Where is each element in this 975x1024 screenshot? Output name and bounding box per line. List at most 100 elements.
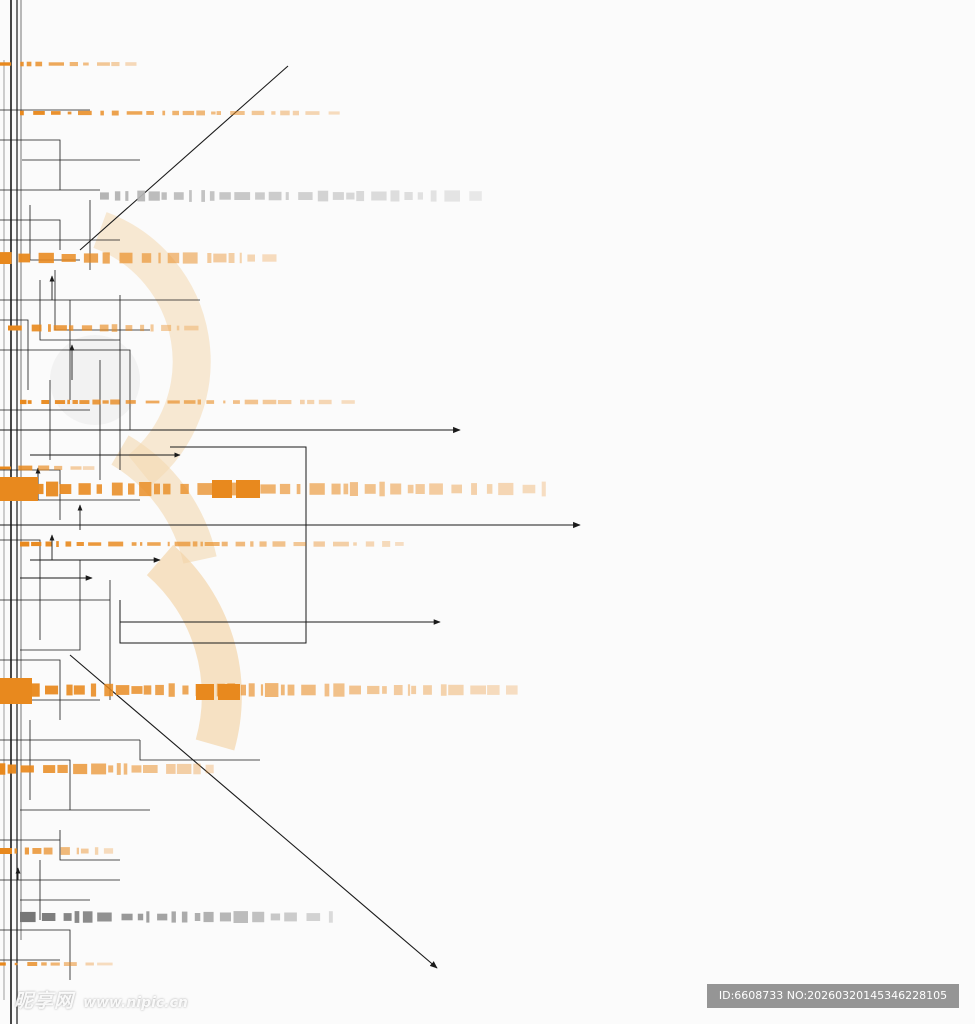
orange-code-bar <box>158 252 161 264</box>
orange-code-bar <box>125 400 136 404</box>
orange-code-bar <box>296 484 301 495</box>
orange-code-bar <box>38 465 50 471</box>
gray-code-bar <box>173 192 184 200</box>
orange-code-bar <box>69 325 74 331</box>
orange-code-bar <box>140 324 145 332</box>
orange-code-bar <box>365 541 375 547</box>
orange-code-bar <box>56 541 59 547</box>
orange-code-bar <box>167 541 170 547</box>
orange-code-bar <box>143 685 152 695</box>
orange-code-bar <box>119 252 133 264</box>
circuit-line <box>139 740 260 761</box>
circuit-lines <box>0 0 581 1024</box>
orange-code-bar <box>192 541 198 547</box>
orange-code-bar <box>228 253 235 263</box>
orange-code-bar <box>259 541 267 547</box>
orange-code-bar <box>167 400 180 404</box>
orange-code-bar <box>8 325 22 331</box>
gray-code-bar <box>157 913 168 921</box>
orange-code-bar <box>333 683 345 697</box>
gray-code-bar <box>201 190 205 202</box>
orange-code-strips <box>0 61 546 966</box>
gray-code-bar <box>203 911 214 923</box>
gray-code-bar <box>234 192 251 200</box>
orange-code-bar <box>27 400 32 404</box>
watermark-logo-text: 昵享网 <box>14 990 75 1012</box>
orange-code-bar <box>0 466 11 470</box>
circuit-line <box>20 560 81 651</box>
orange-code-bar <box>324 683 330 697</box>
orange-code-bar <box>343 483 349 495</box>
gray-code-bar <box>41 913 56 921</box>
orange-code-bar <box>69 62 78 67</box>
circuit-line <box>119 446 307 644</box>
gray-code-bar <box>252 911 265 923</box>
orange-code-bar <box>20 110 24 116</box>
orange-block <box>218 684 240 700</box>
orange-code-bar <box>487 685 500 695</box>
orange-code-bar <box>248 683 255 697</box>
orange-code-bar <box>111 482 123 496</box>
orange-code-bar <box>506 685 518 695</box>
orange-code-bar <box>155 684 164 696</box>
gray-code-bar <box>121 913 133 921</box>
gray-code-bar <box>137 190 146 202</box>
orange-code-bar <box>14 962 18 966</box>
orange-code-bar <box>260 484 276 494</box>
orange-code-bar <box>279 483 291 495</box>
orange-code-bar <box>541 481 546 497</box>
orange-code-bar <box>262 399 277 405</box>
orange-code-bar <box>205 764 214 774</box>
orange-code-bar <box>131 542 137 546</box>
orange-code-bar <box>128 483 135 495</box>
orange-code-bar <box>97 62 110 66</box>
gray-code-bar <box>189 190 192 202</box>
orange-code-bar <box>382 686 387 694</box>
orange-code-bar <box>193 763 201 775</box>
gray-code-bar <box>63 913 72 921</box>
orange-code-bar <box>150 324 154 332</box>
orange-code-bar <box>82 466 95 470</box>
orange-code-bar <box>111 324 118 332</box>
orange-code-bar <box>32 848 42 854</box>
gray-code-bar <box>444 190 460 202</box>
orange-code-bar <box>239 252 242 264</box>
orange-block <box>0 678 32 704</box>
orange-code-bar <box>76 542 84 546</box>
orange-code-bar <box>415 484 425 494</box>
gray-code-bar <box>430 190 437 202</box>
orange-code-bar <box>46 481 59 497</box>
orange-code-bar <box>27 962 38 966</box>
gray-code-strip <box>20 190 482 923</box>
orange-block <box>212 480 232 498</box>
orange-code-bar <box>97 962 113 966</box>
orange-code-bar <box>20 765 34 773</box>
orange-code-bar <box>43 847 53 855</box>
orange-code-bar <box>115 685 130 695</box>
orange-code-bar <box>116 763 121 775</box>
orange-code-bar <box>292 110 299 116</box>
orange-code-bar <box>73 763 88 775</box>
orange-block <box>0 477 38 501</box>
orange-code-bar <box>353 542 357 546</box>
orange-code-bar <box>233 400 240 404</box>
orange-code-bar <box>486 484 493 494</box>
orange-code-bar <box>45 685 59 695</box>
orange-code-bar <box>293 542 306 547</box>
arrow-line <box>69 654 438 969</box>
orange-code-bar <box>382 541 391 547</box>
orange-code-bar <box>108 541 124 547</box>
gray-code-bar <box>125 191 129 201</box>
gray-code-bar <box>332 192 344 200</box>
gray-code-bar <box>219 192 231 200</box>
orange-code-bar <box>111 62 120 67</box>
gray-code-bar <box>146 911 150 923</box>
orange-code-bar <box>147 542 161 546</box>
gray-code-bar <box>20 911 36 923</box>
orange-code-bar <box>333 541 349 547</box>
orange-code-bar <box>99 324 109 332</box>
orange-code-bar <box>41 400 50 404</box>
orange-code-bar <box>65 541 72 547</box>
orange-code-bar <box>20 541 30 547</box>
orange-code-bar <box>96 484 102 494</box>
